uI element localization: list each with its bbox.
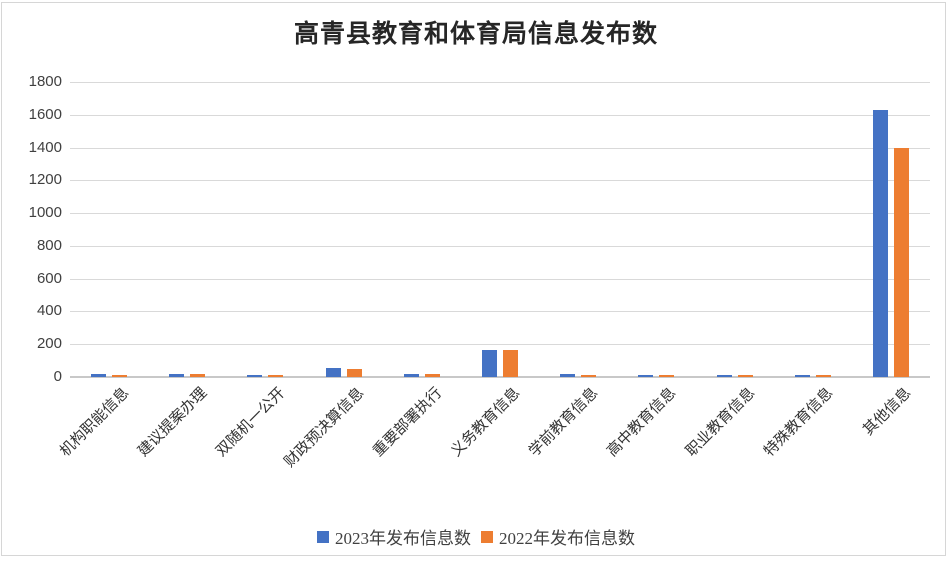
bar-series-2023 xyxy=(91,373,107,377)
legend-label: 2022年发布信息数 xyxy=(499,529,635,548)
x-axis-category-label: 高中教育信息 xyxy=(604,385,680,460)
x-axis-category-label: 机构职能信息 xyxy=(57,385,133,460)
y-axis-tick-label: 400 xyxy=(36,302,62,320)
x-axis-category-label: 职业教育信息 xyxy=(682,385,758,460)
x-axis-category-label: 双随机一公开 xyxy=(213,385,289,460)
y-axis-tick-label: 1800 xyxy=(28,73,62,90)
y-axis-tick-label: 800 xyxy=(36,236,62,254)
bar-series-2022 xyxy=(581,375,597,377)
bar-series-2023 xyxy=(794,375,810,377)
gridline xyxy=(70,180,930,182)
bar-series-2023 xyxy=(872,109,888,377)
gridline xyxy=(70,82,930,83)
legend-label: 2023年发布信息数 xyxy=(335,529,471,548)
bar-series-2022 xyxy=(737,375,753,377)
bar-series-2022 xyxy=(815,375,831,377)
bar-series-2022 xyxy=(346,368,362,377)
bar-series-2022 xyxy=(190,374,206,377)
x-axis-category-label: 建议提案办理 xyxy=(135,385,211,460)
y-axis-tick-label: 1400 xyxy=(28,138,62,156)
y-axis-tick-label: 1000 xyxy=(28,204,62,222)
gridline xyxy=(70,278,930,280)
bar-series-2023 xyxy=(247,375,263,377)
bar-series-2022 xyxy=(424,374,440,377)
chart-title: 高青县教育和体育局信息发布数 xyxy=(293,21,658,48)
y-axis-tick-label: 0 xyxy=(53,368,62,385)
legend-swatch-icon xyxy=(317,530,329,543)
bar-series-2023 xyxy=(403,373,419,377)
bar-series-2022 xyxy=(503,350,518,377)
legend-item-2023: 2023年发布信息数 xyxy=(317,524,471,549)
gridline xyxy=(70,344,930,346)
bar-series-2023 xyxy=(638,374,654,377)
bar-series-2022 xyxy=(268,375,284,377)
bar-series-2022 xyxy=(112,375,128,377)
gridline xyxy=(70,213,930,215)
x-axis-category-label: 其他信息 xyxy=(860,385,915,439)
y-axis-tick-label: 200 xyxy=(36,335,62,353)
gridline xyxy=(70,147,930,149)
bar-series-2023 xyxy=(325,367,341,377)
gridline xyxy=(70,245,930,247)
legend-item-2022: 2022年发布信息数 xyxy=(481,524,635,549)
x-axis-line xyxy=(70,376,930,378)
bar-series-2023 xyxy=(169,373,185,377)
x-axis-category-label: 学前教育信息 xyxy=(526,385,602,460)
x-axis-category-label: 义务教育信息 xyxy=(448,385,524,460)
plot-area xyxy=(70,82,930,378)
gridline xyxy=(70,311,930,313)
gridline xyxy=(70,114,930,116)
bar-series-2022 xyxy=(659,375,675,377)
x-axis-category-label: 特殊教育信息 xyxy=(761,385,837,460)
bar-series-2023 xyxy=(560,373,576,377)
x-axis-category-label: 重要部署执行 xyxy=(370,385,446,460)
legend-swatch-icon xyxy=(481,530,493,543)
legend: 2023年发布信息数 2022年发布信息数 xyxy=(0,524,952,549)
y-axis-tick-label: 1600 xyxy=(28,105,62,123)
bar-series-2022 xyxy=(893,147,909,377)
bar-series-2023 xyxy=(482,349,497,377)
y-axis-tick-label: 600 xyxy=(36,269,62,287)
y-axis-tick-label: 1200 xyxy=(28,171,62,189)
bar-series-2023 xyxy=(716,375,732,377)
